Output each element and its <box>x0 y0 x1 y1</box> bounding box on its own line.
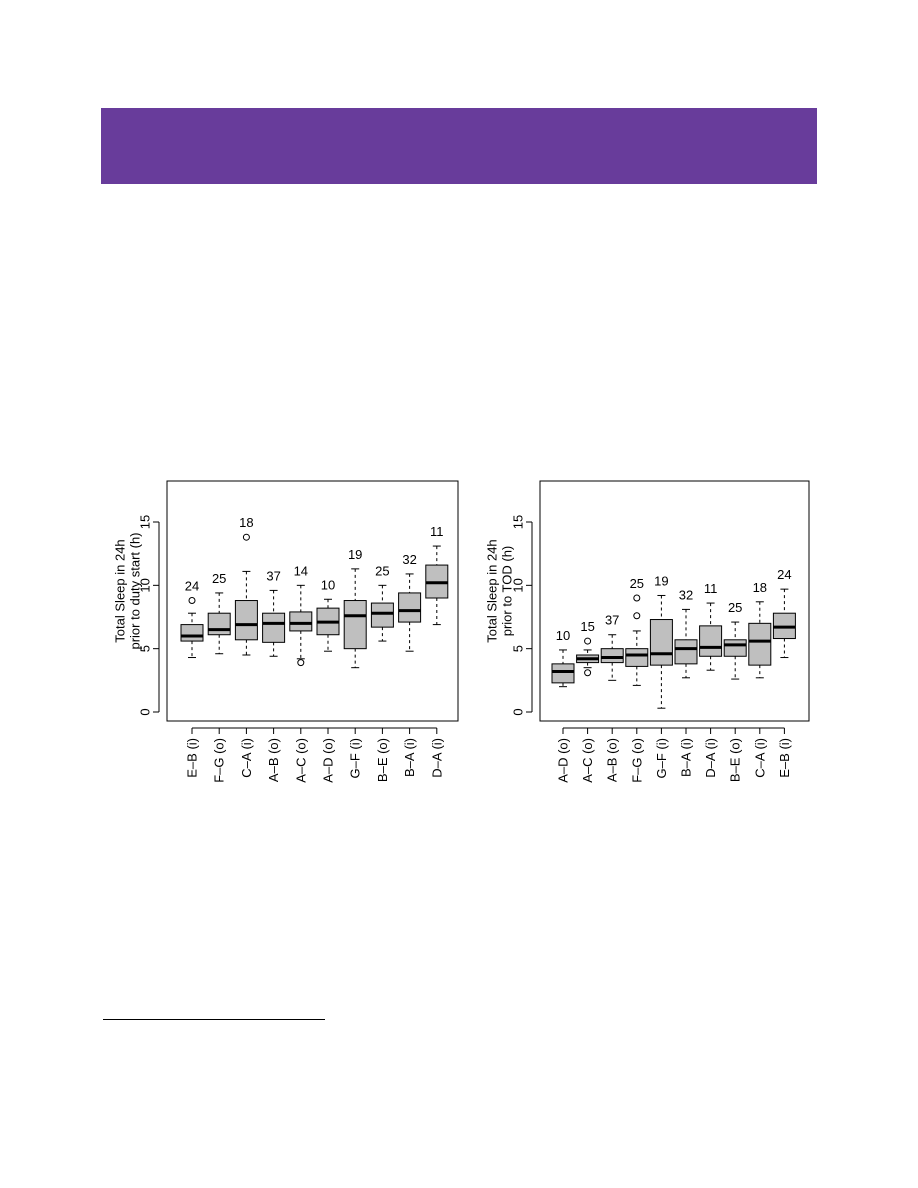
x-category-label: F–G (o) <box>212 738 227 783</box>
sample-count-label: 10 <box>556 628 570 643</box>
outlier-point <box>188 597 196 605</box>
y-tick-label: 15 <box>138 515 153 529</box>
sample-count-label: 25 <box>630 576 644 591</box>
y-axis-title: Total Sleep in 24h <box>113 539 128 642</box>
x-category-label: B–E (o) <box>375 738 390 782</box>
outlier-point <box>584 637 592 645</box>
sample-count-label: 11 <box>704 581 718 596</box>
box <box>674 639 698 665</box>
box <box>398 592 422 623</box>
y-axis-title: prior to TOD (h) <box>500 546 515 637</box>
x-category-label: A–B (o) <box>266 738 281 782</box>
sample-count-label: 37 <box>605 613 619 628</box>
sample-count-label: 25 <box>375 563 389 578</box>
x-category-label: B–A (i) <box>402 738 417 777</box>
sample-count-label: 24 <box>777 567 791 582</box>
sample-count-label: 14 <box>294 563 308 578</box>
sample-count-label: 19 <box>654 573 668 588</box>
x-category-label: F–G (o) <box>629 738 644 783</box>
y-tick-label: 10 <box>138 578 153 592</box>
x-category-label: D–A (i) <box>429 738 444 778</box>
plot-frame-1 <box>166 480 459 722</box>
x-category-label: B–E (o) <box>728 738 743 782</box>
box <box>625 648 649 667</box>
y-tick-label: 10 <box>511 578 526 592</box>
plot-frame-2 <box>539 480 810 722</box>
outlier-point <box>297 659 305 667</box>
sample-count-label: 32 <box>402 552 416 567</box>
x-category-label: G–F (i) <box>348 738 363 778</box>
sample-count-label: 15 <box>580 619 594 634</box>
y-tick-label: 5 <box>511 645 526 652</box>
sample-count-label: 24 <box>185 579 199 594</box>
x-category-label: A–D (o) <box>556 738 571 783</box>
x-category-label: C–A (i) <box>239 738 254 778</box>
outlier-point <box>633 594 641 602</box>
x-category-label: G–F (i) <box>654 738 669 778</box>
box <box>343 600 367 650</box>
sample-count-label: 25 <box>728 600 742 615</box>
y-tick-label: 0 <box>511 708 526 715</box>
x-category-label: C–A (i) <box>752 738 767 778</box>
x-category-label: D–A (i) <box>703 738 718 778</box>
box <box>551 663 575 684</box>
x-category-label: A–C (o) <box>293 738 308 783</box>
y-axis-title: Total Sleep in 24h <box>485 539 500 642</box>
footnote-rule <box>103 1019 325 1020</box>
x-category-label: B–A (i) <box>679 738 694 777</box>
x-category-label: E–B (i) <box>185 738 200 778</box>
x-category-label: A–D (o) <box>321 738 336 783</box>
box <box>699 625 723 657</box>
box <box>262 612 286 643</box>
y-tick-label: 0 <box>138 708 153 715</box>
x-category-label: A–C (o) <box>580 738 595 783</box>
sample-count-label: 37 <box>266 568 280 583</box>
sample-count-label: 25 <box>212 571 226 586</box>
sample-count-label: 18 <box>753 580 767 595</box>
box <box>370 602 394 628</box>
outlier-point <box>633 612 641 620</box>
sample-count-label: 10 <box>321 577 335 592</box>
x-category-label: E–B (i) <box>777 738 792 778</box>
box <box>234 600 258 641</box>
box <box>207 612 231 636</box>
header-banner <box>101 108 817 184</box>
box <box>180 624 204 642</box>
outlier-point <box>242 533 250 541</box>
box <box>289 611 313 632</box>
sample-count-label: 11 <box>430 524 444 539</box>
box <box>600 648 624 664</box>
box <box>649 619 673 666</box>
outlier-point <box>584 669 592 677</box>
y-tick-label: 15 <box>511 515 526 529</box>
sample-count-label: 32 <box>679 587 693 602</box>
box <box>748 622 772 666</box>
sample-count-label: 19 <box>348 547 362 562</box>
y-tick-label: 5 <box>138 645 153 652</box>
x-category-label: A–B (o) <box>605 738 620 782</box>
sample-count-label: 18 <box>239 515 253 530</box>
y-axis-title: prior to duty start (h) <box>128 532 143 649</box>
box <box>723 639 747 657</box>
